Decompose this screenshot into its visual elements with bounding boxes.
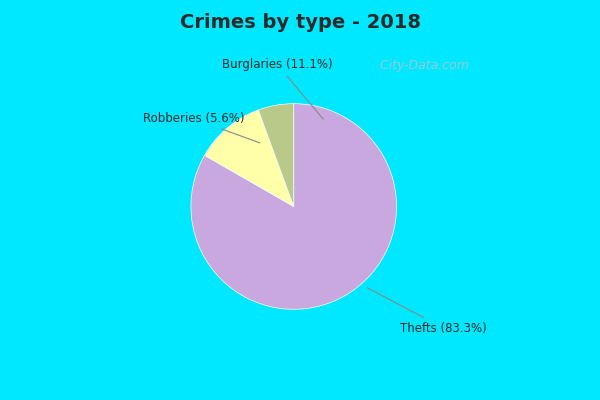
Wedge shape bbox=[258, 104, 294, 206]
Wedge shape bbox=[205, 110, 294, 206]
Text: Crimes by type - 2018: Crimes by type - 2018 bbox=[179, 14, 421, 32]
Text: Robberies (5.6%): Robberies (5.6%) bbox=[143, 112, 260, 143]
Text: Burglaries (11.1%): Burglaries (11.1%) bbox=[222, 58, 333, 119]
Text: Thefts (83.3%): Thefts (83.3%) bbox=[368, 288, 487, 335]
Text: City-Data.com: City-Data.com bbox=[376, 59, 469, 72]
Wedge shape bbox=[191, 104, 397, 309]
